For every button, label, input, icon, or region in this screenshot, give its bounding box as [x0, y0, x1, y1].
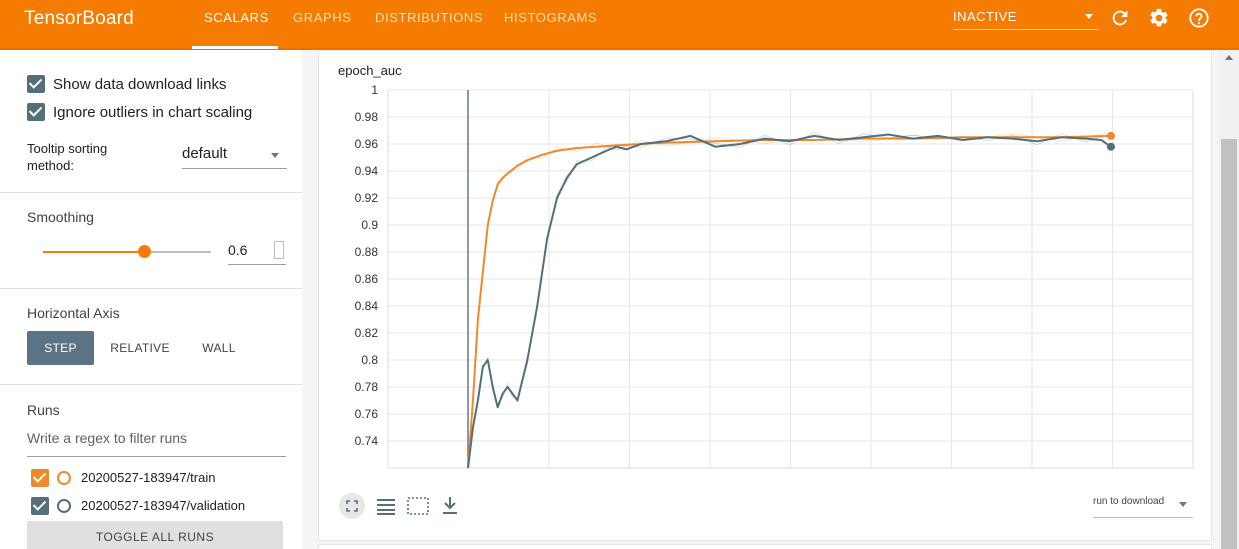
help-icon[interactable] — [1188, 7, 1210, 29]
smoothing-value-input[interactable]: 0.6 — [228, 237, 286, 265]
inactive-select-value: INACTIVE — [953, 9, 1017, 24]
tooltip-sorting-value: default — [182, 145, 228, 162]
scalar-card — [318, 50, 1212, 541]
y-tick-label: 0.74 — [355, 434, 379, 448]
y-tick-label: 0.82 — [355, 326, 379, 340]
scroll-up-icon[interactable] — [1225, 55, 1233, 60]
smoothing-value: 0.6 — [228, 242, 248, 258]
series-line-train — [467, 134, 1112, 469]
select-region-icon[interactable] — [405, 493, 431, 519]
epoch-auc-chart[interactable]: 1 0.98 0.96 0.94 0.92 0.9 0.88 0.86 0.84 0.82 0.8 0… — [318, 80, 1198, 480]
run-train-checkbox[interactable] — [31, 469, 49, 487]
list-icon[interactable] — [373, 493, 399, 519]
chevron-down-icon — [1085, 14, 1093, 19]
run-to-download-value: run to download — [1093, 496, 1165, 507]
y-tick-label: 0.76 — [355, 407, 379, 421]
run-train-label: 20200527-183947/train — [81, 470, 216, 485]
y-tick-label: 0.94 — [355, 164, 379, 178]
axis-relative-button[interactable]: RELATIVE — [110, 341, 170, 355]
top-app-bar: TensorBoard SCALARS GRAPHS DISTRIBUTIONS… — [0, 0, 1239, 50]
ignore-outliers-checkbox[interactable] — [27, 103, 45, 121]
stepper-icon[interactable] — [274, 241, 284, 259]
runs-filter-placeholder: Write a regex to filter runs — [27, 430, 188, 446]
app-title: TensorBoard — [24, 8, 134, 29]
tab-histograms[interactable]: HISTOGRAMS — [504, 10, 598, 25]
y-tick-label: 1 — [371, 83, 378, 97]
gear-icon[interactable] — [1148, 7, 1170, 29]
smoothing-title: Smoothing — [27, 209, 94, 225]
y-tick-label: 0.96 — [355, 137, 379, 151]
show-download-links-checkbox[interactable] — [27, 75, 45, 93]
horizontal-axis-title: Horizontal Axis — [27, 305, 120, 321]
active-tab-indicator — [192, 46, 278, 49]
section-divider — [0, 288, 302, 289]
series-endpoint-validation — [1107, 142, 1115, 151]
section-divider — [0, 384, 302, 385]
tooltip-sorting-label-line1: Tooltip sorting — [27, 141, 108, 156]
y-tick-label: 0.92 — [355, 191, 379, 205]
series-line-validation — [467, 133, 1112, 469]
y-tick-label: 0.84 — [355, 299, 379, 313]
fit-domain-icon[interactable] — [339, 493, 365, 519]
axis-step-button[interactable]: STEP — [27, 331, 94, 365]
toggle-all-runs-button[interactable]: TOGGLE ALL RUNS — [27, 521, 283, 549]
show-download-links-label: Show data download links — [53, 76, 227, 93]
y-tick-label: 0.78 — [355, 380, 379, 394]
run-validation-label: 20200527-183947/validation — [81, 498, 246, 513]
smoothing-slider-handle[interactable] — [137, 245, 151, 258]
y-tick-label: 0.86 — [355, 272, 379, 286]
smoothing-slider[interactable] — [43, 245, 211, 258]
chart-grid — [387, 89, 1194, 469]
runs-filter-input[interactable]: Write a regex to filter runs — [27, 430, 286, 457]
run-to-download-select[interactable]: run to download — [1093, 496, 1193, 518]
download-icon[interactable] — [437, 493, 463, 519]
sidebar: Show data download links Ignore outliers… — [0, 50, 302, 549]
tab-scalars[interactable]: SCALARS — [204, 10, 269, 25]
tooltip-sorting-label-line2: method: — [27, 158, 74, 173]
y-tick-label: 0.98 — [355, 110, 379, 124]
card-title: epoch_auc — [338, 63, 402, 78]
chart-lines — [467, 131, 1115, 469]
tab-distributions[interactable]: DISTRIBUTIONS — [375, 10, 484, 25]
y-tick-label: 0.8 — [361, 353, 378, 367]
series-endpoint-train — [1107, 131, 1115, 140]
tooltip-sorting-select[interactable]: default — [182, 145, 287, 169]
smoothing-slider-fill — [43, 251, 144, 253]
runs-title: Runs — [27, 402, 60, 418]
run-color-circle — [57, 499, 71, 513]
chevron-down-icon — [1179, 502, 1187, 507]
tab-graphs[interactable]: GRAPHS — [293, 10, 352, 25]
scroll-thumb[interactable] — [1221, 139, 1237, 549]
run-color-circle — [57, 471, 71, 485]
y-tick-label: 0.88 — [355, 245, 379, 259]
page-scrollbar[interactable] — [1219, 50, 1239, 549]
ignore-outliers-label: Ignore outliers in chart scaling — [53, 104, 253, 121]
refresh-icon[interactable] — [1109, 7, 1131, 29]
y-tick-labels: 1 0.98 0.96 0.94 0.92 0.9 0.88 0.86 0.84 0.82 0.8 0… — [355, 83, 379, 448]
run-validation-checkbox[interactable] — [31, 497, 49, 515]
scalar-card-next — [318, 544, 1212, 549]
section-divider — [0, 192, 302, 193]
y-tick-label: 0.9 — [361, 218, 378, 232]
chevron-down-icon — [271, 153, 279, 158]
axis-wall-button[interactable]: WALL — [202, 341, 236, 355]
inactive-dashboards-select[interactable]: INACTIVE — [953, 8, 1099, 30]
